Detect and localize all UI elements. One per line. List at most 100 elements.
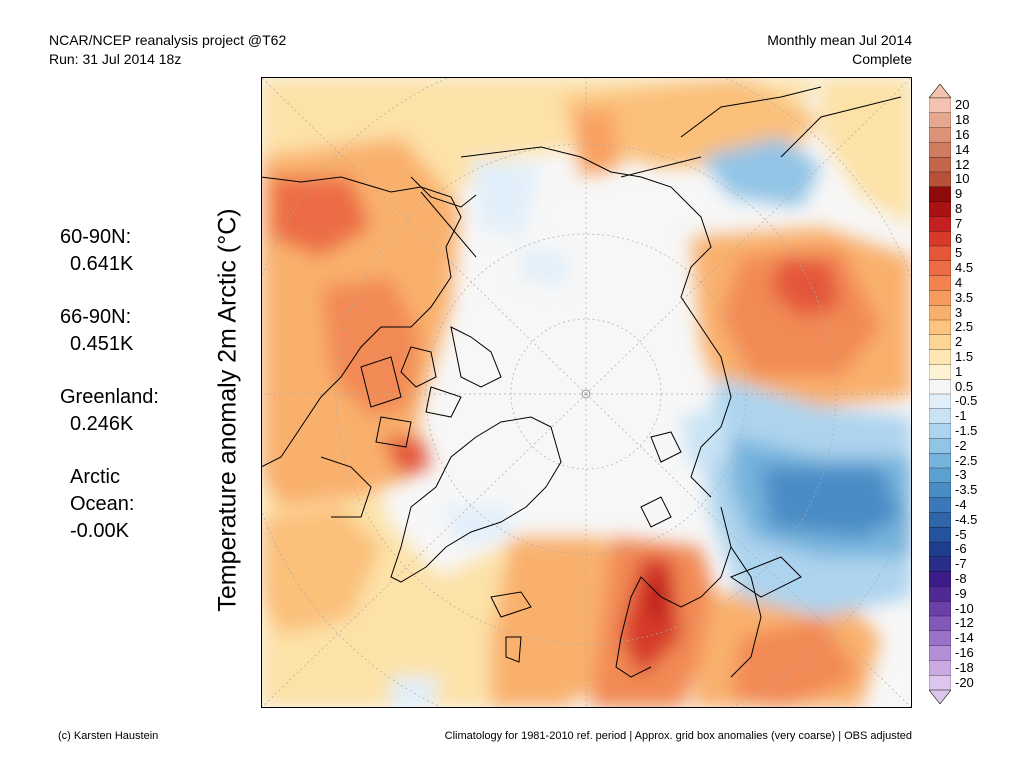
stat-value: 0.641K bbox=[70, 253, 134, 275]
colorbar-segment bbox=[929, 393, 951, 410]
colorbar-segment bbox=[929, 453, 951, 469]
stat-label: 60-90N: bbox=[60, 226, 132, 248]
colorbar-tick-label: 1.5 bbox=[955, 349, 974, 364]
colorbar-tick-label: 12 bbox=[955, 156, 970, 172]
colorbar-segment bbox=[929, 571, 951, 587]
colorbar-segment bbox=[929, 438, 951, 454]
colorbar-tick-label: -0.5 bbox=[955, 393, 978, 409]
colorbar-segment bbox=[929, 660, 951, 676]
colorbar-tick-label: 5 bbox=[955, 245, 963, 261]
colorbar-segment bbox=[929, 157, 951, 173]
colorbar-segment bbox=[929, 216, 951, 232]
colorbar-tick-label: -3 bbox=[955, 467, 967, 483]
colorbar-tick-label: 8 bbox=[955, 201, 963, 216]
colorbar-segment bbox=[929, 527, 951, 543]
colorbar-segment bbox=[929, 334, 951, 351]
colorbar-tick-label: -3.5 bbox=[955, 482, 978, 498]
colorbar-segment bbox=[929, 171, 951, 188]
colorbar-tick-label: -12 bbox=[955, 615, 974, 631]
colorbar bbox=[929, 84, 951, 704]
colorbar-segment bbox=[929, 423, 951, 439]
run-time: Run: 31 Jul 2014 18z bbox=[49, 51, 182, 67]
anomaly-map bbox=[261, 77, 912, 708]
colorbar-tick-label: 3.5 bbox=[955, 289, 974, 305]
stat-arctic-ocean: Arctic Ocean: -0.00K bbox=[60, 464, 159, 545]
colorbar-segment bbox=[929, 379, 951, 395]
colorbar-segment bbox=[929, 556, 951, 573]
colorbar-tick-label: 1 bbox=[955, 363, 963, 379]
copyright: (c) Karsten Haustein bbox=[58, 730, 159, 742]
colorbar-tick-label: -20 bbox=[955, 674, 974, 690]
colorbar-segment bbox=[929, 615, 951, 632]
colorbar-segment bbox=[929, 467, 951, 484]
colorbar-segment bbox=[929, 586, 951, 602]
stat-label: 66-90N: bbox=[60, 306, 132, 328]
colorbar-segment bbox=[929, 630, 951, 647]
stat-greenland: Greenland: 0.246K bbox=[60, 384, 159, 438]
colorbar-segment bbox=[929, 112, 951, 129]
colorbar-segment bbox=[929, 186, 951, 203]
stat-value: 0.246K bbox=[70, 413, 134, 435]
colorbar-tick-label: 6 bbox=[955, 230, 963, 246]
coastlines bbox=[261, 86, 902, 678]
colorbar-segment bbox=[929, 541, 951, 558]
colorbar-segment bbox=[929, 127, 951, 143]
model-title: NCAR/NCEP reanalysis project @T62 bbox=[49, 32, 287, 48]
colorbar-tick-label: -5 bbox=[955, 526, 967, 542]
colorbar-tick-label: -6 bbox=[955, 541, 967, 557]
stat-60-90n: 60-90N: 0.641K bbox=[60, 224, 159, 278]
colorbar-tick-label: 4.5 bbox=[955, 260, 974, 276]
header-right: Monthly mean Jul 2014 Complete bbox=[767, 31, 912, 69]
colorbar-tick-label: 14 bbox=[955, 141, 970, 157]
stat-label-line2: Ocean: bbox=[70, 493, 135, 515]
colorbar-tick-label: -9 bbox=[955, 585, 967, 601]
colorbar-tick-label: -4 bbox=[955, 497, 967, 512]
colorbar-tick-label: 4 bbox=[955, 275, 963, 290]
colorbar-segments bbox=[929, 84, 951, 704]
completeness-status: Complete bbox=[852, 51, 912, 67]
colorbar-tick-label: 3 bbox=[955, 304, 963, 320]
colorbar-tick-label: -16 bbox=[955, 645, 974, 660]
colorbar-tick-label: -1 bbox=[955, 408, 967, 424]
colorbar-tick-label: 2.5 bbox=[955, 319, 974, 335]
colorbar-segment bbox=[929, 201, 951, 217]
colorbar-tick-label: -7 bbox=[955, 556, 967, 572]
colorbar-segment bbox=[929, 305, 951, 321]
region-stats: 60-90N: 0.641K 66-90N: 0.451K Greenland:… bbox=[60, 224, 159, 571]
colorbar-tick-label: 18 bbox=[955, 112, 970, 128]
colorbar-segment bbox=[929, 260, 951, 277]
colorbar-segment bbox=[929, 319, 951, 336]
colorbar-segment bbox=[929, 645, 951, 661]
period-title: Monthly mean Jul 2014 bbox=[767, 32, 912, 48]
colorbar-tick-label: -8 bbox=[955, 571, 967, 586]
header-left: NCAR/NCEP reanalysis project @T62 Run: 3… bbox=[49, 31, 286, 69]
stat-label: Arctic bbox=[70, 466, 120, 488]
colorbar-segment bbox=[929, 349, 951, 365]
colorbar-tick-label: 9 bbox=[955, 186, 963, 202]
stat-value: -0.00K bbox=[70, 520, 129, 542]
colorbar-segment bbox=[929, 245, 951, 262]
colorbar-tick-label: -10 bbox=[955, 600, 974, 616]
colorbar-arrow-top bbox=[929, 84, 951, 99]
map-title: Temperature anomaly 2m Arctic (°C) bbox=[213, 208, 242, 612]
colorbar-segment bbox=[929, 97, 951, 114]
colorbar-tick-label: 0.5 bbox=[955, 378, 974, 394]
colorbar-segment bbox=[929, 512, 951, 528]
colorbar-segment bbox=[929, 408, 951, 425]
colorbar-tick-label: -2.5 bbox=[955, 452, 978, 468]
stat-value: 0.451K bbox=[70, 333, 134, 355]
colorbar-segment bbox=[929, 675, 951, 691]
colorbar-tick-label: -14 bbox=[955, 630, 974, 646]
colorbar-tick-label: 20 bbox=[955, 97, 970, 113]
colorbar-segment bbox=[929, 482, 951, 499]
stat-66-90n: 66-90N: 0.451K bbox=[60, 304, 159, 358]
colorbar-tick-label: 10 bbox=[955, 171, 970, 187]
anomaly-field bbox=[261, 77, 912, 708]
stat-label: Greenland: bbox=[60, 386, 159, 408]
colorbar-segment bbox=[929, 290, 951, 306]
colorbar-tick-label: 16 bbox=[955, 127, 970, 142]
colorbar-tick-label: 7 bbox=[955, 215, 963, 231]
colorbar-segment bbox=[929, 601, 951, 617]
colorbar-segment bbox=[929, 231, 951, 247]
colorbar-segment bbox=[929, 364, 951, 380]
